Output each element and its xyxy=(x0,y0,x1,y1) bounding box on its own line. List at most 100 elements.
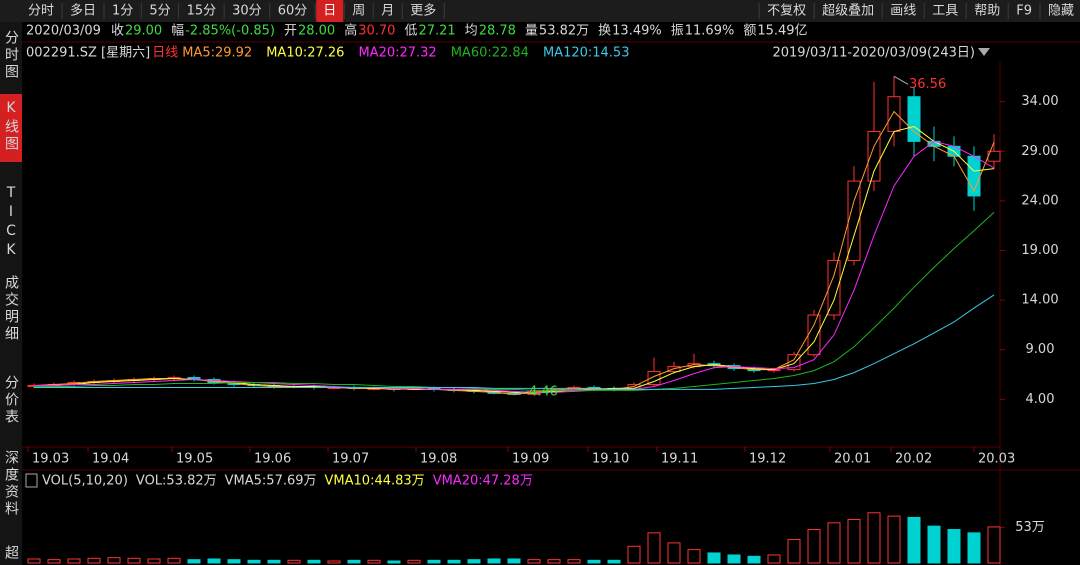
tool-button[interactable]: F9 xyxy=(1016,4,1032,19)
volume-bar xyxy=(107,557,121,564)
vol-header: VMA10:44.83万 xyxy=(325,474,425,489)
x-tick-label: 19.03 xyxy=(32,452,69,467)
volume-bar xyxy=(927,525,941,564)
side-tab[interactable]: 分时图 xyxy=(3,30,19,81)
volume-bar xyxy=(947,529,961,564)
period-tab[interactable]: 月 xyxy=(381,4,394,19)
x-tick-label: 19.12 xyxy=(749,452,786,467)
side-tab[interactable]: 成交明细 xyxy=(3,275,19,343)
volume-bar xyxy=(867,512,881,564)
candle-body xyxy=(807,314,821,356)
volume-bar xyxy=(587,559,601,564)
volume-bar xyxy=(307,559,321,564)
tool-button[interactable]: 工具 xyxy=(932,4,958,19)
y-tick-label: 19.00 xyxy=(1021,243,1058,258)
volume-bar xyxy=(547,559,561,564)
y-tick-label: 9.00 xyxy=(1026,342,1055,357)
period-tab[interactable]: 多日 xyxy=(70,3,96,19)
tool-button[interactable]: 帮助 xyxy=(974,4,1000,19)
period-tab[interactable]: 分时 xyxy=(28,4,54,19)
date-range: 2019/03/11-2020/03/09(243日) xyxy=(772,46,975,61)
side-tab[interactable]: K线图 xyxy=(3,100,19,153)
volume-bar xyxy=(807,529,821,564)
legend-entry: MA10:27.26 xyxy=(266,46,344,61)
quote-label: 量 xyxy=(525,24,538,39)
volume-bar xyxy=(907,516,921,564)
volume-bar xyxy=(447,559,461,564)
side-tab[interactable]: 分价表 xyxy=(3,375,19,426)
vol-header: VMA5:57.69万 xyxy=(225,474,317,489)
ma-line xyxy=(34,294,995,390)
quote-label: 低 xyxy=(404,24,417,39)
side-tab[interactable]: TICK xyxy=(3,185,19,261)
range-arrow xyxy=(978,48,990,56)
quote-value: 53.82万 xyxy=(539,24,589,39)
volume-bar xyxy=(647,532,661,564)
volume-bar xyxy=(687,549,701,564)
volume-bar xyxy=(727,554,741,564)
quote-label: 开 xyxy=(284,24,297,39)
volume-bar xyxy=(327,560,341,564)
candle-body xyxy=(847,180,861,261)
vol-icon xyxy=(25,473,38,488)
x-tick-label: 19.10 xyxy=(592,452,629,467)
chart-title: 002291.SZ [星期六] xyxy=(26,46,150,61)
x-tick-label: 19.04 xyxy=(92,452,129,467)
y-tick-label: 29.00 xyxy=(1021,144,1058,159)
active-tab-bg xyxy=(316,0,344,22)
tool-button[interactable]: 超级叠加 xyxy=(822,4,874,19)
candle-body xyxy=(867,130,881,182)
period-tab[interactable]: 周 xyxy=(352,4,365,19)
vol-header: VOL(5,10,20) xyxy=(42,474,128,489)
volume-bar xyxy=(787,539,801,564)
period-tab[interactable]: 更多 xyxy=(410,3,436,19)
ma-line xyxy=(34,212,995,391)
y-tick-label: 14.00 xyxy=(1021,293,1058,308)
volume-bar xyxy=(827,522,841,564)
side-tab[interactable]: 超 xyxy=(3,545,19,562)
volume-bar xyxy=(407,559,421,564)
tool-button[interactable]: 画线 xyxy=(890,4,916,19)
period-tab[interactable]: 30分 xyxy=(232,4,262,19)
period-tab[interactable]: 60分 xyxy=(278,4,308,19)
quote-label: 收 xyxy=(111,24,124,39)
x-tick-label: 20.02 xyxy=(895,452,932,467)
volume-bar xyxy=(67,558,81,564)
period-tab[interactable]: 5分 xyxy=(149,4,170,19)
quote-value: -2.85%(-0.85) xyxy=(185,24,275,39)
period-tab[interactable]: 日 xyxy=(323,4,336,19)
volume-bar xyxy=(267,559,281,564)
tool-button[interactable]: 隐藏 xyxy=(1048,4,1074,19)
vol-header: VOL:53.82万 xyxy=(136,474,217,489)
candle-body xyxy=(907,96,921,142)
annotation: 4.46 xyxy=(529,384,558,399)
period-tab[interactable]: 15分 xyxy=(187,4,217,19)
volume-bar xyxy=(507,558,521,564)
tool-button[interactable]: 不复权 xyxy=(767,3,806,19)
volume-bar xyxy=(967,532,981,564)
annotation-pointer xyxy=(893,75,909,85)
period-tab[interactable]: 1分 xyxy=(112,4,133,19)
x-tick-label: 19.07 xyxy=(332,452,369,467)
x-tick-label: 19.08 xyxy=(420,452,457,467)
quote-label: 振 xyxy=(671,24,684,39)
x-tick-label: 19.11 xyxy=(661,452,698,467)
quote-label: 2020/03/09 xyxy=(26,24,101,39)
volume-bar xyxy=(127,557,141,564)
volume-bar xyxy=(207,558,221,564)
volume-bar xyxy=(467,559,481,564)
side-tab[interactable]: 深度资料 xyxy=(3,450,19,518)
x-tick-label: 19.09 xyxy=(512,452,549,467)
volume-bar xyxy=(427,559,441,564)
volume-bar xyxy=(667,542,681,564)
quote-value: 15.49亿 xyxy=(757,24,807,39)
volume-bar xyxy=(607,559,621,564)
quote-value: 30.70 xyxy=(358,24,395,39)
volume-bar xyxy=(747,555,761,564)
volume-bar xyxy=(87,557,101,564)
volume-bar xyxy=(527,559,541,564)
active-side-bg xyxy=(0,94,22,162)
volume-bar xyxy=(627,545,641,564)
